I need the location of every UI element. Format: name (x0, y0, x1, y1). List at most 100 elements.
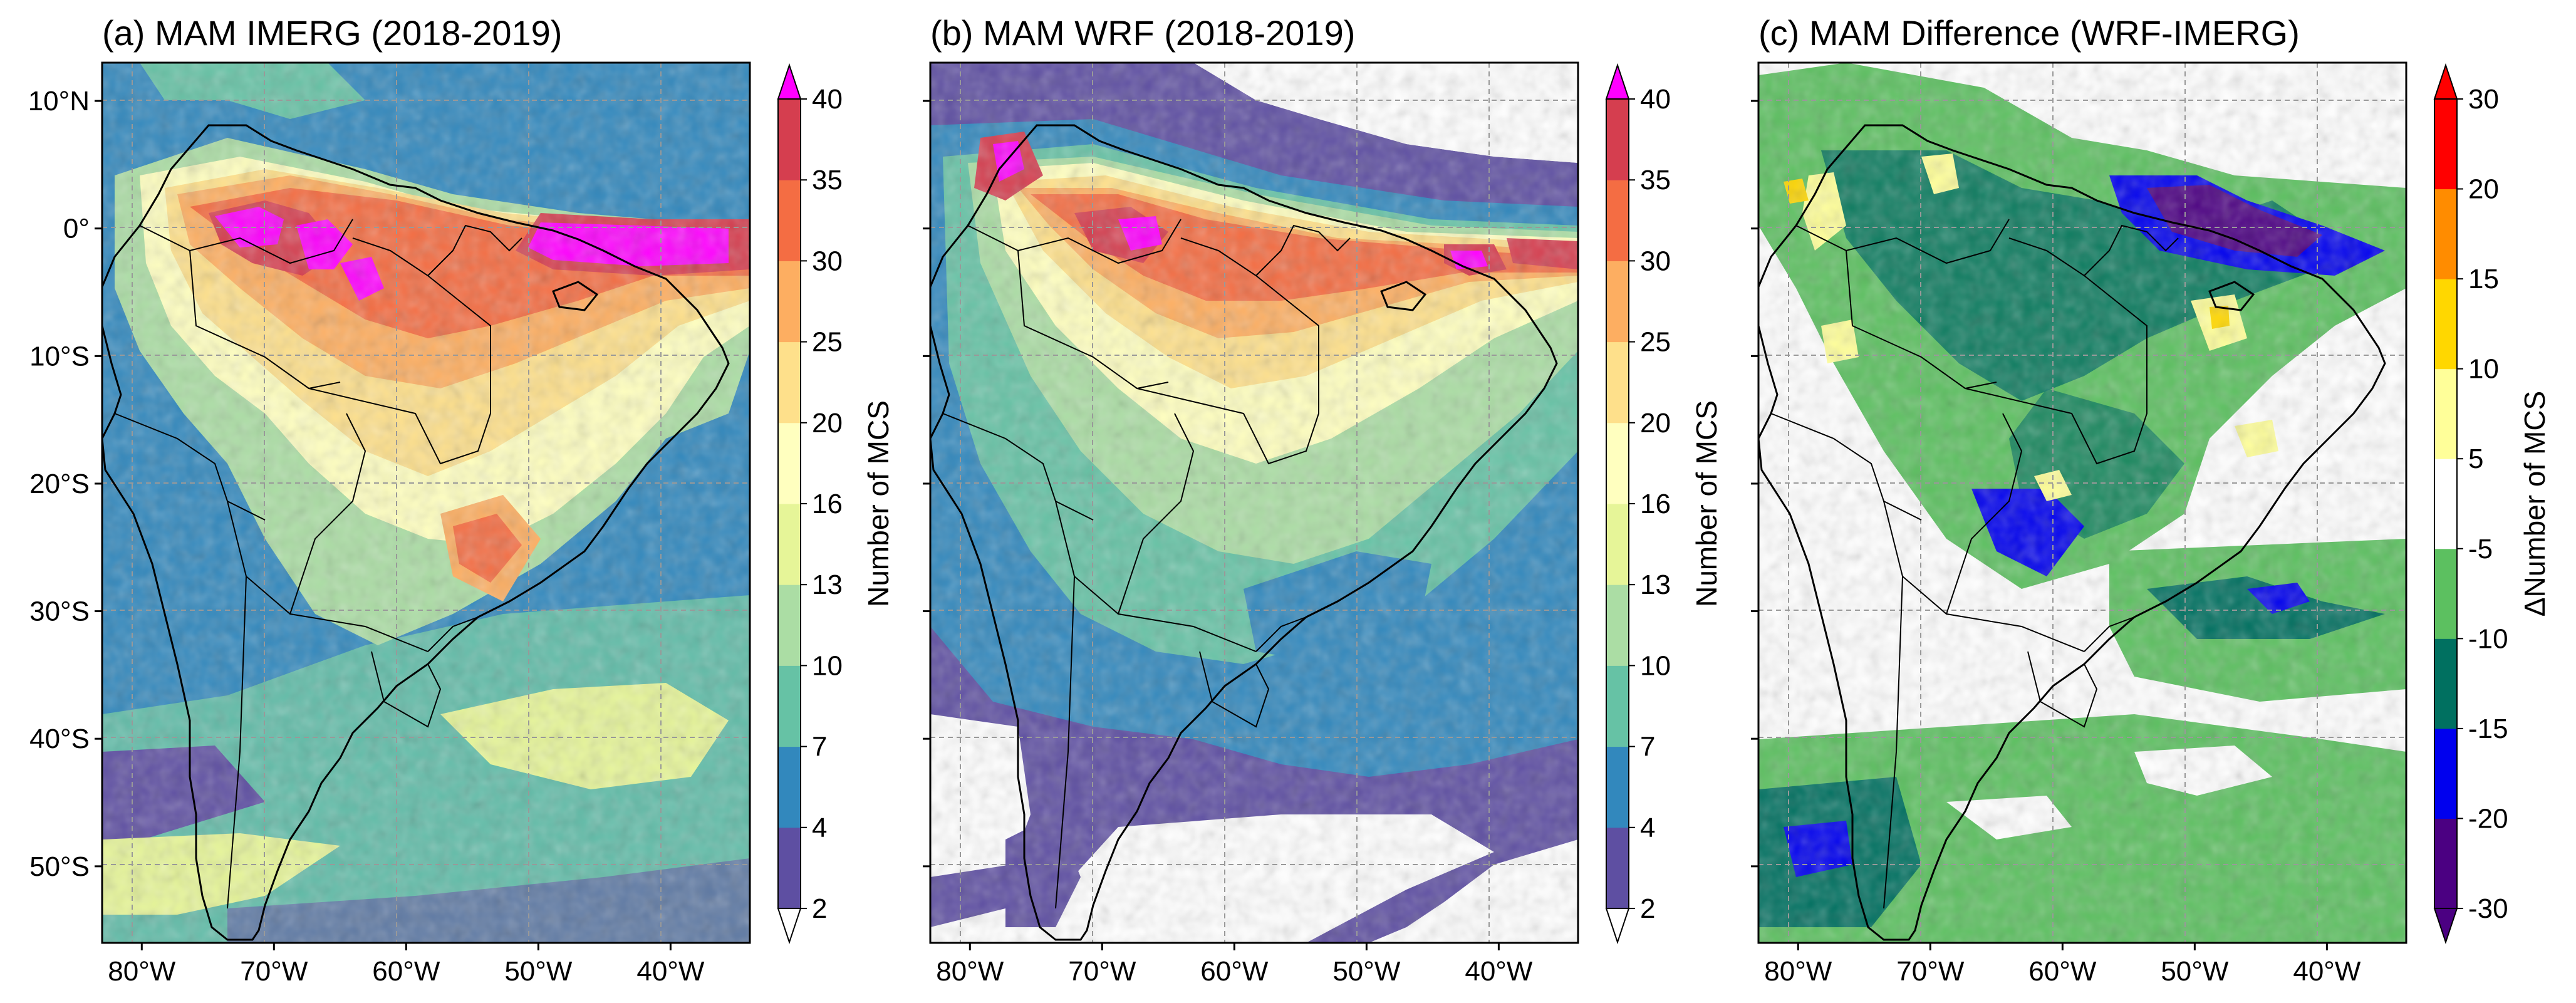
panel-a-xtick-label: 60°W (372, 956, 440, 987)
panel-a-colorbar-tick-label: 10 (812, 650, 843, 681)
panel-b-colorbar-tick-label: 16 (1640, 489, 1671, 519)
panel-b-colorbar-tick-label: 10 (1640, 650, 1671, 681)
panel-c-colorbar-bin (2434, 99, 2457, 190)
panel-c: (c) MAM Difference (WRF-IMERG) (1751, 13, 2551, 987)
panel-a-colorbar-tick-label: 16 (812, 489, 843, 519)
panel-b-colorbar-bin (1606, 504, 1629, 585)
panel-b-frame (929, 61, 1579, 944)
panel-c-field-layers (1758, 63, 2406, 943)
panel-a-colorbar-tick-label: 7 (812, 732, 827, 762)
panel-b-yticks (923, 100, 930, 868)
panel-a-map (102, 63, 750, 943)
panel-a-ytick-label: 0° (63, 214, 90, 244)
panel-c-colorbar-bin (2434, 638, 2457, 729)
panel-a-colorbar: 2 4 7 10 13 16 20 25 30 35 40 Number of MCS (777, 63, 895, 945)
panel-b-gridlines (930, 63, 1578, 943)
panel-c-colorbar: -30 -20 -15 -10 -5 5 10 15 20 30 ΔNumber of MCS (2433, 63, 2551, 945)
panel-a-colorbar-bin (778, 665, 801, 747)
panel-a-colorbar-bin (778, 746, 801, 828)
panel-a-colorbar-bin (778, 180, 801, 261)
panel-a-xtick-label: 80°W (108, 956, 176, 987)
panel-c-colorbar-bin (2434, 279, 2457, 370)
panel-c-map (1758, 63, 2406, 943)
panel-a-colorbar-bin (778, 504, 801, 585)
panel-c-colorbar-tick-label: 5 (2468, 444, 2483, 474)
panel-b-xtick-label: 40°W (1465, 956, 1533, 987)
panel-a-xtick-label: 40°W (636, 956, 705, 987)
panel-a-colorbar-bin (778, 341, 801, 424)
panel-a-title: (a) MAM IMERG (2018-2019) (102, 13, 562, 53)
panel-a-colorbar-under (777, 908, 802, 945)
panel-c-colorbar-label: ΔNumber of MCS (2518, 391, 2551, 616)
panel-c-colorbar-bin (2434, 189, 2457, 279)
panel-c-colorbar-bin (2434, 368, 2457, 459)
panel-b-xtick-label: 80°W (936, 956, 1004, 987)
panel-a-ytick-label: 20°S (29, 469, 90, 499)
panel-a-frame (101, 61, 751, 944)
panel-c-colorbar-bin (2434, 728, 2457, 819)
panel-c-frame (1757, 61, 2407, 944)
panel-a-colorbar-tick-label: 2 (812, 893, 827, 924)
panel-a-ytick-label: 40°S (29, 724, 90, 754)
panel-b-colorbar: 2 4 7 10 13 16 20 25 30 35 40 Number of MCS (1605, 63, 1723, 945)
panel-b-colorbar-over (1605, 63, 1630, 100)
panel-b-colorbar-tick-label: 4 (1640, 813, 1655, 843)
panel-c-colorbar-bin (2434, 818, 2457, 909)
panel-b-xtick-label: 60°W (1200, 956, 1269, 987)
panel-a-ytick-label: 50°S (29, 851, 90, 882)
panel-b-colorbar-tick-label: 13 (1640, 569, 1671, 600)
panel-b-colorbar-tick-label: 20 (1640, 408, 1671, 439)
panel-a-colorbar-label: Number of MCS (862, 400, 895, 607)
panel-b-colorbar-tick-label: 35 (1640, 165, 1671, 195)
panel-c-xtick-label: 60°W (2028, 956, 2097, 987)
panel-c-colorbar-bin (2434, 548, 2457, 639)
panel-b-colorbar-bin (1606, 665, 1629, 747)
panel-c-xtick-label: 50°W (2161, 956, 2229, 987)
panel-c-xtick-label: 70°W (1896, 956, 1965, 987)
panel-a-ytick-label: 10°N (28, 86, 90, 117)
panel-c-gridlines (1758, 63, 2406, 943)
panel-c-colorbar-tick-label: 30 (2468, 84, 2499, 115)
panel-b-colorbar-bin (1606, 180, 1629, 261)
panel-c-colorbar-over (2433, 63, 2458, 100)
panel-c-colorbar-tick-label: -15 (2468, 714, 2508, 744)
panel-a-colorbar-tick-label: 25 (812, 327, 843, 358)
panel-a-ytick-label: 30°S (29, 596, 90, 627)
panel-b-xtick-label: 50°W (1332, 956, 1401, 987)
panel-a-colorbar-bin (778, 585, 801, 666)
panel-c-xtick-label: 40°W (2293, 956, 2361, 987)
panel-b-colorbar-under (1605, 908, 1630, 945)
panel-b-colorbar-tick-label: 7 (1640, 732, 1655, 762)
panel-a-colorbar-bin (778, 827, 801, 909)
panel-a-colorbar-tick-label: 13 (812, 569, 843, 600)
panel-b-xticks: 80°W 70°W 60°W 50°W 40°W (936, 943, 1533, 987)
panel-c-xticks: 80°W 70°W 60°W 50°W 40°W (1764, 943, 2361, 987)
panel-b-map (930, 63, 1578, 943)
panel-a-yticks: 10°N 0° 10°S 20°S 30°S 40°S 50°S (28, 86, 102, 882)
panel-c-yticks (1751, 100, 1758, 868)
panel-c-colorbar-bin (2434, 459, 2457, 549)
panel-a-xticks: 80°W 70°W 60°W 50°W 40°W (108, 943, 705, 987)
panel-c-colorbar-tick-label: -30 (2468, 893, 2508, 924)
panel-a-colorbar-over (777, 63, 802, 100)
panel-b-colorbar-bin (1606, 261, 1629, 343)
panel-c-colorbar-under (2433, 908, 2458, 945)
panel-b-colorbar-bin (1606, 341, 1629, 424)
panel-a-colorbar-bin (778, 99, 801, 180)
panel-a: (a) MAM IMERG (2018-2019) (28, 13, 895, 987)
panel-b-title: (b) MAM WRF (2018-2019) (930, 13, 1355, 53)
panel-c-colorbar-tick-label: -5 (2468, 534, 2493, 564)
panel-b-field-layers (930, 63, 1578, 943)
panel-b: (b) MAM WRF (2018-2019) (923, 13, 1723, 987)
panel-a-colorbar-tick-label: 4 (812, 813, 827, 843)
panel-a-colorbar-tick-label: 35 (812, 165, 843, 195)
panel-b-colorbar-bin (1606, 585, 1629, 666)
panel-b-colorbar-bin (1606, 99, 1629, 180)
panel-b-colorbar-bin (1606, 827, 1629, 909)
panel-b-colorbar-tick-label: 30 (1640, 246, 1671, 276)
panel-a-field-layers (102, 63, 750, 943)
panel-a-colorbar-bin (778, 422, 801, 504)
panel-a-colorbar-tick-label: 20 (812, 408, 843, 439)
panel-b-colorbar-label: Number of MCS (1690, 400, 1723, 607)
